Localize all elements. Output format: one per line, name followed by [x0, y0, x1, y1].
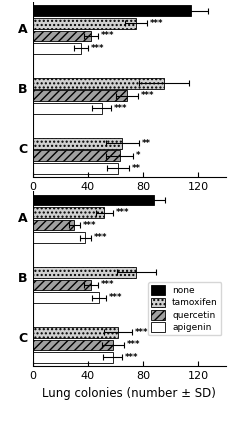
Bar [33, 91, 127, 101]
Text: ***: *** [82, 221, 96, 229]
Legend: none, tamoxifen, quercetin, apigenin: none, tamoxifen, quercetin, apigenin [148, 282, 222, 336]
Bar [33, 138, 122, 149]
Text: ***: *** [109, 293, 122, 302]
Text: *: * [136, 152, 141, 160]
Bar [33, 163, 118, 174]
Text: ***: *** [140, 91, 154, 101]
Text: ***: *** [150, 19, 164, 28]
Bar [33, 232, 85, 243]
Text: C: C [18, 332, 27, 345]
Text: **: ** [132, 164, 141, 173]
Text: ***: *** [116, 208, 129, 217]
Text: **: ** [142, 139, 151, 148]
Text: B: B [18, 272, 27, 285]
Text: ***: *** [91, 44, 104, 53]
Text: C: C [18, 143, 27, 156]
Bar [33, 5, 192, 16]
Bar [33, 43, 81, 54]
Bar [33, 292, 99, 303]
Bar [33, 18, 136, 29]
Bar [33, 352, 113, 363]
Text: A: A [17, 212, 27, 225]
Bar [33, 220, 74, 230]
Bar [33, 30, 91, 41]
Text: ***: *** [135, 328, 148, 337]
Text: ***: *** [93, 233, 107, 242]
Bar [33, 103, 102, 114]
Bar [33, 327, 118, 338]
Bar [33, 150, 120, 161]
Text: ***: *** [100, 280, 114, 290]
Text: ***: *** [100, 32, 114, 40]
Bar [33, 195, 154, 205]
Bar [33, 339, 113, 350]
Text: B: B [18, 83, 27, 96]
Bar [33, 280, 91, 290]
Bar [33, 207, 104, 218]
Text: ***: *** [127, 341, 140, 349]
X-axis label: Lung colonies (number ± SD): Lung colonies (number ± SD) [42, 386, 216, 400]
Bar [33, 267, 136, 278]
Text: ***: *** [125, 353, 139, 362]
Bar [33, 78, 164, 89]
Text: A: A [17, 23, 27, 36]
Text: ***: *** [114, 104, 128, 113]
